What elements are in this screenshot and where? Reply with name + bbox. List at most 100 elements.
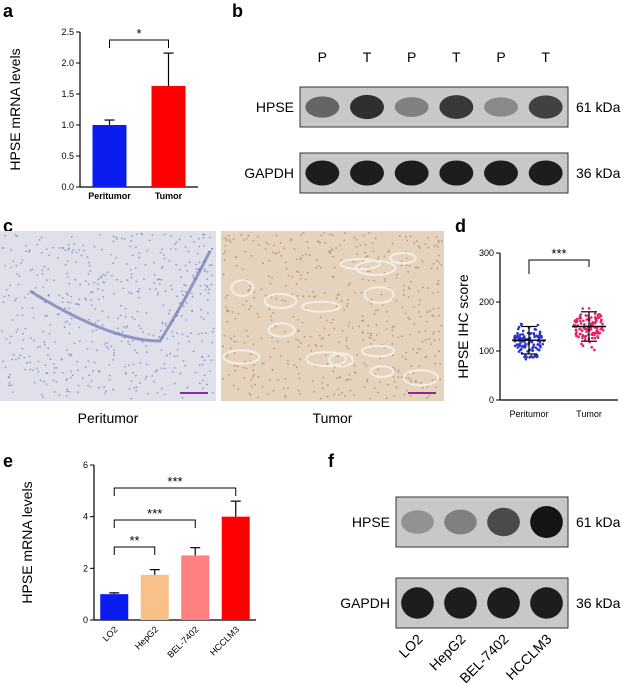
cell-nucleus xyxy=(368,232,370,235)
cell-nucleus xyxy=(287,359,289,362)
cell-nucleus xyxy=(96,349,98,352)
cell-nucleus xyxy=(197,333,200,335)
cell-nucleus xyxy=(422,286,425,289)
cell-nucleus xyxy=(201,363,204,366)
lane-label: HepG2 xyxy=(426,631,469,674)
cell-nucleus xyxy=(373,339,376,341)
y-tick-label: 100 xyxy=(479,346,494,356)
cell-nucleus xyxy=(12,353,15,356)
cell-nucleus xyxy=(322,232,325,235)
cell-nucleus xyxy=(45,279,48,282)
cell-nucleus xyxy=(344,395,346,398)
data-point xyxy=(535,355,538,359)
cell-nucleus xyxy=(204,284,207,287)
cell-nucleus xyxy=(180,276,182,279)
cell-nucleus xyxy=(106,271,109,274)
cell-nucleus xyxy=(272,389,275,392)
cell-nucleus xyxy=(164,324,167,327)
cell-nucleus xyxy=(381,304,384,307)
cell-nucleus xyxy=(321,381,324,384)
sinusoid-space xyxy=(402,369,439,387)
cell-nucleus xyxy=(192,277,195,279)
cell-nucleus xyxy=(164,290,167,293)
cell-nucleus xyxy=(8,384,11,387)
cell-nucleus xyxy=(249,285,252,288)
cell-nucleus xyxy=(336,304,338,307)
cell-nucleus xyxy=(125,326,128,329)
cell-nucleus xyxy=(405,264,408,267)
cell-nucleus xyxy=(171,330,174,333)
cell-nucleus xyxy=(135,246,137,249)
data-point xyxy=(596,314,600,317)
cell-nucleus xyxy=(297,339,300,342)
data-point xyxy=(516,332,519,335)
cell-nucleus xyxy=(36,274,39,276)
cell-nucleus xyxy=(439,363,442,365)
cell-nucleus xyxy=(224,244,227,247)
x-tick-label: LO2 xyxy=(101,624,120,643)
cell-nucleus xyxy=(175,241,178,244)
cell-nucleus xyxy=(66,320,69,322)
cell-nucleus xyxy=(67,243,70,246)
cell-nucleus xyxy=(249,305,252,308)
cell-nucleus xyxy=(44,315,47,318)
cell-nucleus xyxy=(138,256,141,259)
cell-nucleus xyxy=(376,368,379,371)
cell-nucleus xyxy=(24,368,27,371)
cell-nucleus xyxy=(3,295,6,298)
cell-nucleus xyxy=(371,242,374,244)
cell-nucleus xyxy=(8,376,11,379)
cell-nucleus xyxy=(324,241,326,244)
cell-nucleus xyxy=(204,288,207,291)
cell-nucleus xyxy=(229,347,232,350)
cell-nucleus xyxy=(192,350,195,353)
cell-nucleus xyxy=(418,365,421,368)
cell-nucleus xyxy=(132,363,135,366)
cell-nucleus xyxy=(170,234,172,237)
cell-nucleus xyxy=(113,351,116,354)
cell-nucleus xyxy=(349,378,352,381)
blot-strip xyxy=(299,86,569,128)
cell-nucleus xyxy=(103,386,106,389)
cell-nucleus xyxy=(257,244,260,246)
cell-nucleus xyxy=(256,235,259,238)
cell-nucleus xyxy=(129,269,132,271)
cell-nucleus xyxy=(78,326,81,329)
cell-nucleus xyxy=(203,374,206,377)
cell-nucleus xyxy=(405,235,407,238)
cell-nucleus xyxy=(4,366,7,369)
cell-nucleus xyxy=(430,343,433,346)
cell-nucleus xyxy=(332,255,335,258)
cell-nucleus xyxy=(426,287,429,290)
cell-nucleus xyxy=(407,270,410,273)
cell-nucleus xyxy=(431,379,434,382)
cell-nucleus xyxy=(138,296,140,299)
cell-nucleus xyxy=(233,335,236,338)
protein-band xyxy=(439,160,474,186)
cell-nucleus xyxy=(347,347,350,350)
cell-nucleus xyxy=(144,378,147,380)
cell-nucleus xyxy=(347,325,350,327)
cell-nucleus xyxy=(403,284,406,287)
cell-nucleus xyxy=(312,290,314,293)
cell-nucleus xyxy=(40,394,43,396)
cell-nucleus xyxy=(375,333,378,336)
cell-nucleus xyxy=(304,278,307,281)
cell-nucleus xyxy=(48,332,51,335)
cell-nucleus xyxy=(101,324,104,327)
cell-nucleus xyxy=(200,332,203,335)
cell-nucleus xyxy=(249,353,252,356)
cell-nucleus xyxy=(432,307,435,310)
cell-nucleus xyxy=(195,263,198,266)
data-point xyxy=(539,344,542,348)
cell-nucleus xyxy=(243,239,245,241)
cell-nucleus xyxy=(186,269,189,272)
data-point xyxy=(583,338,587,341)
cell-nucleus xyxy=(414,380,417,383)
cell-nucleus xyxy=(65,292,68,295)
bar-hepg2 xyxy=(140,574,169,620)
cell-nucleus xyxy=(299,358,301,361)
cell-nucleus xyxy=(169,352,172,355)
cell-nucleus xyxy=(323,292,326,294)
data-point xyxy=(590,333,594,336)
